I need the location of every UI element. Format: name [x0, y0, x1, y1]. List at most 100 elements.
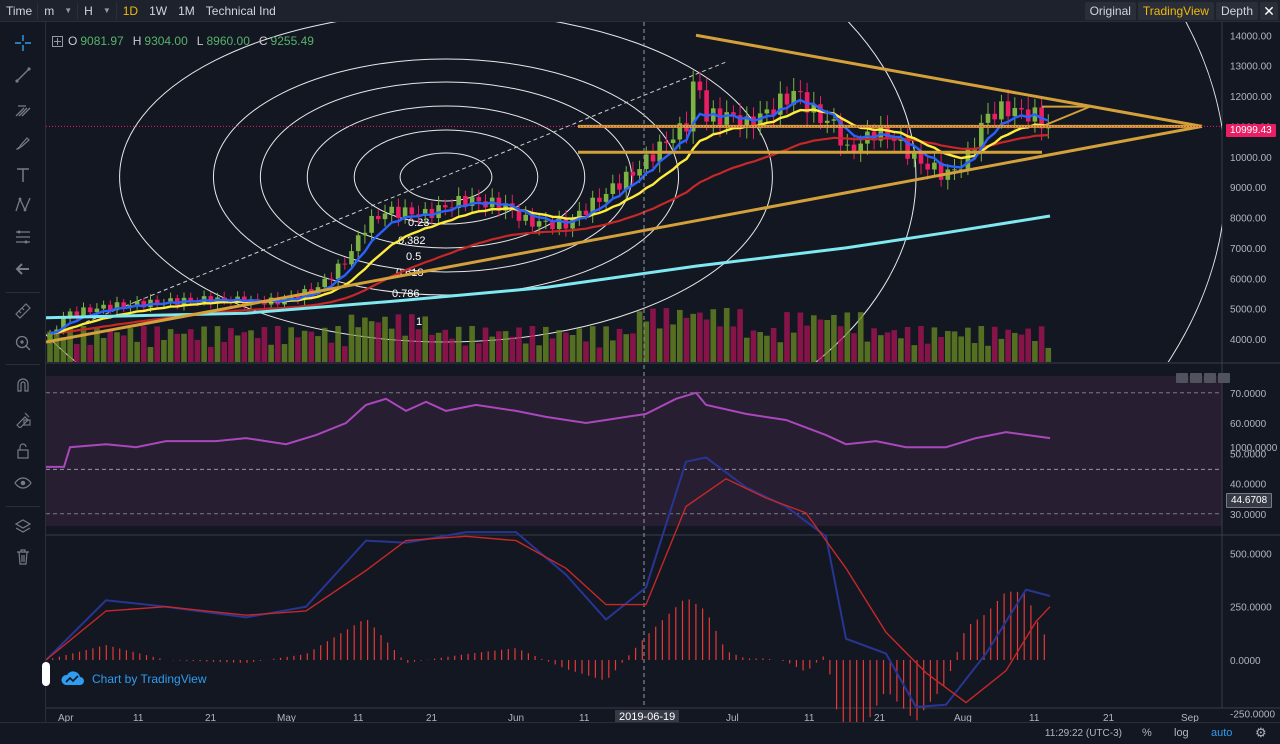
caret-down-icon: ▼ [102, 5, 111, 15]
pitchfork-icon[interactable] [12, 98, 34, 120]
view-depth-button[interactable]: Depth [1215, 2, 1258, 20]
hour-dropdown[interactable]: H ▼ [79, 1, 117, 20]
arrow-left-icon[interactable] [12, 258, 34, 280]
lock-drawing-icon[interactable] [12, 408, 34, 430]
auto-scale-button[interactable]: auto [1211, 727, 1233, 739]
volume-bar [516, 327, 522, 362]
ruler-icon[interactable] [12, 300, 34, 322]
interval-dropdown[interactable]: m ▼ [39, 1, 79, 20]
pane-up-icon[interactable] [1176, 373, 1188, 383]
candle-body [543, 220, 549, 222]
pattern-icon[interactable] [12, 194, 34, 216]
volume-bar [770, 327, 777, 362]
volume-bar [804, 325, 810, 362]
candle-body [838, 119, 843, 146]
time-axis-label: Apr [58, 713, 74, 722]
percent-scale-button[interactable]: % [1142, 727, 1152, 739]
technical-indicators-button[interactable]: Technical Ind [205, 3, 276, 18]
pane-down-icon[interactable] [1190, 373, 1202, 383]
magnet-icon[interactable] [12, 374, 34, 396]
macd-signal-line [46, 477, 1051, 704]
candle-body [985, 113, 991, 123]
crosshair-icon[interactable] [12, 32, 34, 54]
tradingview-watermark[interactable]: Chart by TradingView [60, 671, 207, 687]
candle-body [141, 301, 147, 308]
trend-line-icon[interactable] [12, 64, 34, 86]
brush-icon[interactable] [12, 132, 34, 154]
macd-axis-label: 0.0000 [1230, 656, 1261, 667]
interval-1m-button[interactable]: 1M [178, 3, 195, 18]
fib-level-label: 1 [416, 316, 422, 328]
candle-body [965, 149, 971, 170]
unlock-icon[interactable] [12, 440, 34, 462]
volume-bar [543, 326, 549, 362]
eye-icon[interactable] [12, 472, 34, 494]
candle-body [570, 219, 575, 229]
macd-histogram [52, 591, 1045, 722]
fib-retracement-icon[interactable] [12, 226, 34, 248]
candle-body [175, 298, 180, 305]
expand-legend-icon[interactable] [52, 35, 63, 47]
volume-bar [181, 333, 187, 362]
candle-body [630, 171, 636, 176]
toolbar-divider [6, 292, 40, 293]
candle-body [101, 304, 106, 309]
rsi-band [46, 376, 1222, 526]
candle-body [168, 298, 173, 304]
volume-bar [221, 341, 227, 362]
candle-body [597, 197, 602, 202]
watermark-handle[interactable] [42, 662, 50, 686]
watermark-text: Chart by TradingView [92, 672, 207, 686]
candle-body [429, 208, 435, 219]
text-icon[interactable] [12, 164, 34, 186]
volume-bar [710, 309, 717, 362]
time-axis-label: 21 [874, 713, 886, 722]
rsi-value-tag: 44.6708 [1226, 493, 1273, 508]
fib-level-label: 0.382 [398, 235, 426, 247]
volume-bar [214, 326, 221, 362]
rsi-line [46, 391, 1051, 468]
volume-bar [697, 312, 703, 362]
candle-body [329, 278, 334, 280]
view-original-button[interactable]: Original [1084, 2, 1136, 20]
volume-bar [429, 334, 435, 362]
low-value: 8960.00 [206, 34, 250, 48]
candle-body [938, 162, 944, 180]
candle-body [74, 311, 80, 316]
macd-axis-label: 500.0000 [1230, 549, 1272, 560]
candle-body [583, 210, 589, 215]
trash-icon[interactable] [12, 546, 34, 568]
bottom-bar: 11:29:22 (UTC-3) % log auto ⚙ [0, 722, 1280, 744]
pane-maximize-icon[interactable] [1204, 373, 1216, 383]
volume-bar [811, 315, 817, 362]
log-scale-button[interactable]: log [1174, 727, 1189, 739]
candle-body [737, 115, 743, 127]
candle-body [530, 214, 535, 227]
pane-close-icon[interactable] [1218, 373, 1230, 383]
candle-body [369, 215, 374, 233]
interval-1w-button[interactable]: 1W [149, 3, 168, 18]
volume-bar [315, 336, 321, 362]
candle-body [523, 214, 528, 221]
volume-bar [53, 330, 60, 362]
price-axis-label: 10000.00 [1230, 153, 1272, 164]
volume-bar [275, 326, 281, 362]
settings-gear-icon[interactable]: ⚙ [1255, 725, 1267, 740]
zoom-in-icon[interactable] [12, 332, 34, 354]
time-axis-label: 11 [1029, 713, 1040, 722]
candle-body [221, 297, 227, 300]
layers-icon[interactable] [12, 516, 34, 538]
candle-body [382, 213, 388, 220]
volume-bar [328, 342, 335, 362]
time-label[interactable]: Time [1, 1, 39, 20]
view-tradingview-button[interactable]: TradingView [1137, 2, 1214, 20]
sma-cyan-line [46, 214, 1051, 320]
volume-bar [281, 344, 288, 362]
fib-level-label: 0.5 [406, 251, 421, 263]
interval-1d-button[interactable]: 1D [122, 3, 139, 18]
close-button[interactable]: ✕ [1260, 2, 1278, 20]
volume-bar [1018, 334, 1025, 362]
candle-body [376, 215, 381, 220]
chart-canvas[interactable]: 0.230.3820.50.6180.786114000.0013000.001… [46, 22, 1280, 722]
volume-bar [187, 329, 194, 362]
